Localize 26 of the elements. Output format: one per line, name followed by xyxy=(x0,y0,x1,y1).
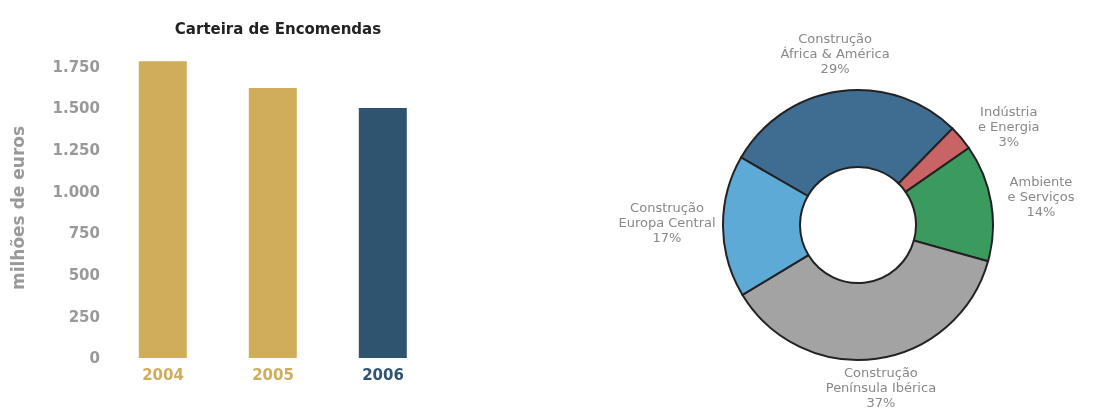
bar xyxy=(248,88,297,358)
data-label: 29% xyxy=(820,60,850,76)
y-tick-label: 0 xyxy=(89,349,100,368)
y-tick-label: 1.500 xyxy=(52,99,100,118)
y-axis-title: milhões de euros xyxy=(8,125,29,291)
slice-label: Construção Península Ibérica xyxy=(825,365,937,396)
y-tick-label: 1.250 xyxy=(52,140,100,159)
slice-label: Indústria e Energia xyxy=(977,104,1040,135)
bar xyxy=(358,108,407,358)
data-label: 37% xyxy=(866,395,896,411)
data-label: 17% xyxy=(652,229,682,245)
chart-title: Carteira de Encomendas xyxy=(173,20,383,38)
y-tick-label: 1.750 xyxy=(52,57,100,76)
data-label: 14% xyxy=(1026,203,1056,219)
x-tick-label: 2005 xyxy=(252,366,294,384)
y-tick-label: 1.000 xyxy=(52,182,100,201)
slice-label: Ambiente e Serviços xyxy=(1007,173,1075,204)
y-tick-label: 500 xyxy=(68,265,100,284)
x-tick-label: 2006 xyxy=(362,366,404,384)
slice-label: Construção África & América xyxy=(780,30,890,61)
y-tick-label: 250 xyxy=(68,307,100,326)
data-label: 3% xyxy=(998,134,1020,150)
x-tick-label: 2004 xyxy=(142,366,184,384)
bar xyxy=(138,61,187,358)
y-tick-label: 750 xyxy=(68,224,100,243)
slice-label: Construção Europa Central xyxy=(618,199,716,230)
